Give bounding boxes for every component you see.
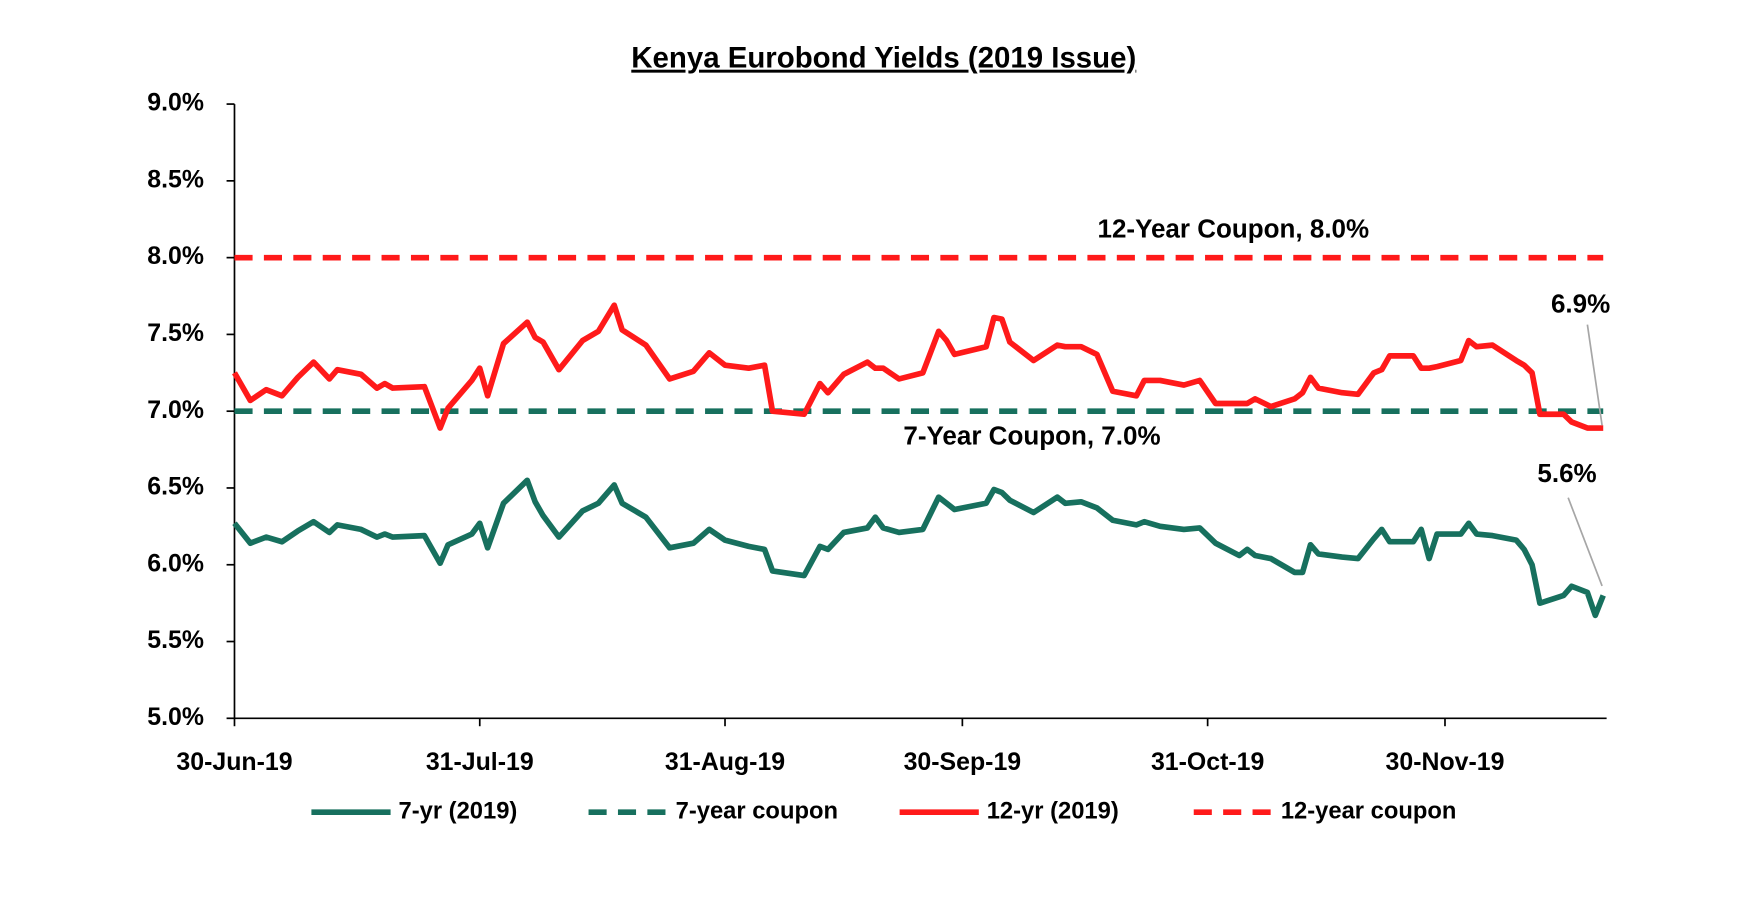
annotation: 6.9% [1551, 288, 1610, 318]
y-tick-label: 8.5% [147, 165, 204, 193]
legend-label: 12-yr (2019) [987, 797, 1119, 824]
y-tick-label: 6.5% [147, 473, 204, 501]
legend-label: 7-yr (2019) [399, 797, 518, 824]
y-tick-label: 5.0% [147, 703, 204, 731]
y-tick-label: 7.5% [147, 319, 204, 347]
y-tick-label: 7.0% [147, 396, 204, 424]
y-tick-label: 5.5% [147, 626, 204, 654]
annotation: 12-Year Coupon, 8.0% [1097, 214, 1369, 244]
annotation: 5.6% [1537, 458, 1596, 488]
yield-line [232, 477, 1606, 619]
legend-label: 7-year coupon [676, 797, 838, 824]
y-tick-label: 6.0% [147, 549, 204, 577]
x-tick-label: 30-Nov-19 [1386, 748, 1505, 776]
x-tick-label: 30-Sep-19 [904, 748, 1022, 776]
x-tick-label: 31-Oct-19 [1151, 748, 1264, 776]
annotation: 7-Year Coupon, 7.0% [903, 421, 1160, 451]
y-tick-label: 8.0% [147, 242, 204, 270]
leader-line [1567, 497, 1603, 587]
chart-title: Kenya Eurobond Yields (2019 Issue) [631, 42, 1136, 75]
leader-line [1586, 324, 1603, 426]
x-tick-label: 31-Aug-19 [665, 748, 785, 776]
yield-line [232, 302, 1604, 431]
x-tick-label: 30-Jun-19 [176, 748, 292, 776]
x-tick-label: 31-Jul-19 [426, 748, 534, 776]
legend-label: 12-year coupon [1281, 797, 1457, 824]
y-tick-label: 9.0% [147, 89, 204, 117]
